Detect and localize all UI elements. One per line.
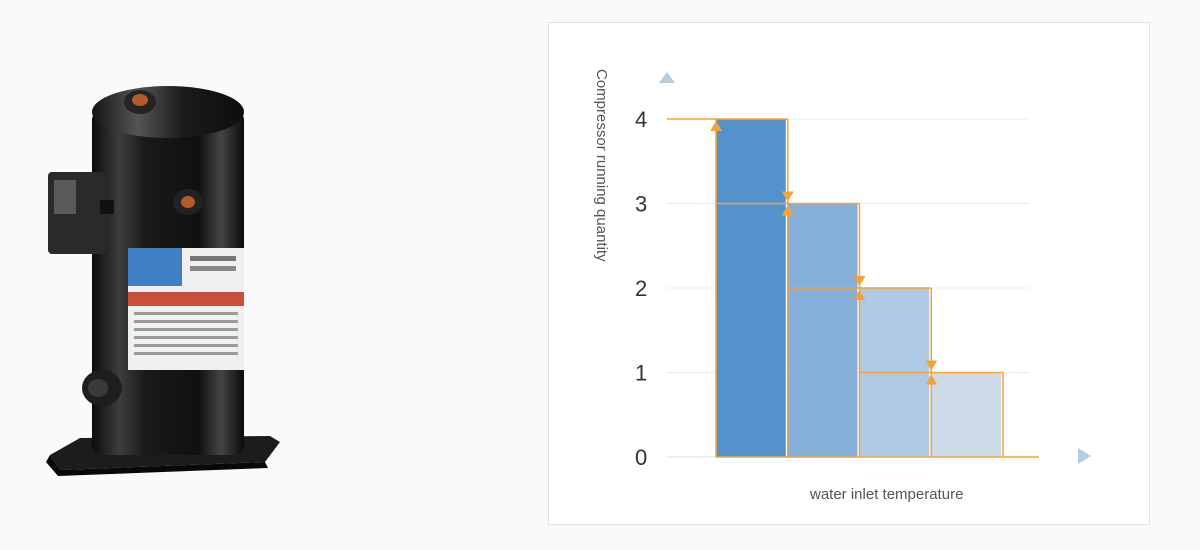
bar xyxy=(787,203,858,457)
up-marker-icon xyxy=(781,205,794,216)
axes xyxy=(659,72,1091,464)
down-marker-icon xyxy=(781,191,794,202)
compressor-staging-chart: 0 1 2 3 4 Compressor running quantity water … xyxy=(593,69,1091,503)
y-tick-label: 0 xyxy=(635,445,647,470)
y-tick-labels: 0 1 2 3 4 xyxy=(635,107,647,470)
bar xyxy=(716,119,786,457)
scroll-compressor-image xyxy=(46,86,280,476)
y-tick-label: 2 xyxy=(635,276,647,301)
up-marker-icon xyxy=(925,374,938,385)
up-marker-icon xyxy=(853,290,866,300)
chart-panel: 0 1 2 3 4 Compressor running quantity water … xyxy=(548,22,1150,525)
down-marker-icon xyxy=(853,276,866,286)
y-tick-label: 4 xyxy=(635,107,647,132)
x-axis-label: water inlet temperature xyxy=(809,486,963,503)
y-tick-label: 1 xyxy=(635,361,647,386)
step-lines xyxy=(667,118,1039,458)
bar xyxy=(931,372,1001,457)
x-axis-arrow-icon xyxy=(1078,448,1091,464)
y-axis-label: Compressor running quantity xyxy=(593,69,610,262)
up-marker-icon xyxy=(710,121,722,131)
y-tick-label: 3 xyxy=(635,192,647,217)
y-axis-arrow-icon xyxy=(659,72,675,83)
down-marker-icon xyxy=(925,360,938,371)
